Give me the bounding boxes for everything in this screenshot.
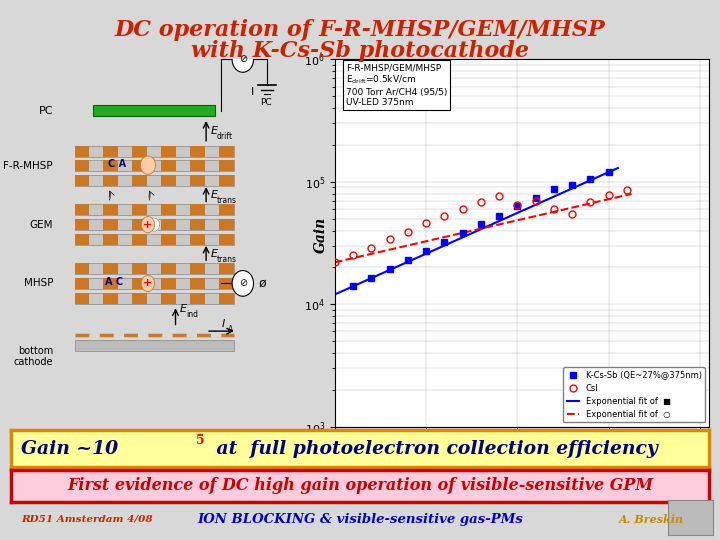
Bar [75,146,234,157]
Bar [161,278,176,289]
Text: ION BLOCKING & visible-sensitive gas-PMs: ION BLOCKING & visible-sensitive gas-PMs [197,513,523,526]
Bar [161,205,176,215]
Text: E: E [180,304,187,314]
Bar [190,205,204,215]
Text: GEM: GEM [30,220,53,229]
Bar [104,278,118,289]
Bar [190,263,204,274]
Bar [104,146,118,157]
Bar [104,263,118,274]
Bar [219,160,233,171]
Bar [190,175,204,186]
Text: at  full photoelectron collection efficiency: at full photoelectron collection efficie… [210,440,657,458]
Bar [75,175,234,186]
Bar [161,293,176,303]
Bar [75,293,234,303]
Bar [75,293,89,303]
Circle shape [148,218,160,231]
Text: A C: A C [105,276,123,287]
Text: PC: PC [39,106,53,116]
Bar [75,219,234,230]
Bar [219,219,233,230]
Text: ø: ø [258,277,266,290]
Text: PC: PC [260,98,271,107]
Text: trans: trans [217,196,237,205]
Text: +: + [143,220,153,229]
Bar [190,160,204,171]
Bar [132,146,147,157]
Bar [75,234,89,245]
Text: E: E [211,126,217,136]
Text: I: I [222,319,225,329]
Bar [190,293,204,303]
Bar [132,219,147,230]
Bar [161,160,176,171]
Text: drift: drift [217,132,233,141]
Bar [132,205,147,215]
Bar [132,278,147,289]
Bar [75,175,89,186]
Text: RD51 Amsterdam 4/08: RD51 Amsterdam 4/08 [22,515,153,524]
Bar [104,234,118,245]
Bar [75,340,234,352]
Circle shape [232,271,253,296]
Text: E: E [211,190,217,200]
Bar [75,329,234,340]
Circle shape [141,217,155,233]
Bar [161,219,176,230]
Bar [75,278,234,289]
Bar [219,146,233,157]
Circle shape [141,275,155,292]
Bar [132,175,147,186]
Bar [104,160,118,171]
Text: DC operation of F-R-MHSP/GEM/MHSP: DC operation of F-R-MHSP/GEM/MHSP [114,19,606,41]
Bar [132,293,147,303]
Bar [104,293,118,303]
Bar [190,234,204,245]
Bar [161,146,176,157]
Text: 5: 5 [196,434,204,447]
Bar [93,105,215,116]
Bar [190,278,204,289]
Text: ind: ind [186,310,198,319]
Text: F-R-MHSP/GEM/MHSP
$\mathregular{E_{drift}}$=0.5kV/cm
700 Torr Ar/CH4 (95/5)
UV-L: F-R-MHSP/GEM/MHSP $\mathregular{E_{drift… [346,63,447,107]
X-axis label: V$_{AC2}$ [V]: V$_{AC2}$ [V] [495,452,549,469]
Legend: K-Cs-Sb (QE~27%@375nm), CsI, Exponential fit of  ■, Exponential fit of  ○: K-Cs-Sb (QE~27%@375nm), CsI, Exponential… [563,367,705,422]
Text: ⊘: ⊘ [239,279,247,288]
Bar [75,146,89,157]
Bar [75,160,234,171]
Text: A. Breskin: A. Breskin [619,514,684,525]
Text: trans: trans [217,255,237,264]
Bar [219,263,233,274]
Bar [219,205,233,215]
Bar [161,234,176,245]
Text: MHSP: MHSP [24,279,53,288]
Bar [104,219,118,230]
Bar [219,175,233,186]
Text: Gain: Gain [313,217,328,253]
Bar [75,205,89,215]
Bar [75,263,89,274]
Bar [161,263,176,274]
Text: I: I [251,87,253,97]
Text: +: + [143,279,153,288]
Text: F-R-MHSP: F-R-MHSP [4,161,53,171]
Text: C A: C A [108,159,127,169]
Text: ⊘: ⊘ [239,55,247,64]
Text: A: A [228,325,233,334]
Bar [190,219,204,230]
Text: First evidence of DC high gain operation of visible-sensitive GPM: First evidence of DC high gain operation… [67,477,653,495]
Bar [75,234,234,245]
Bar [75,219,89,230]
Bar [219,234,233,245]
Text: bottom
cathode: bottom cathode [14,346,53,367]
Bar [161,175,176,186]
Bar [190,146,204,157]
Bar [132,263,147,274]
Bar [75,278,89,289]
Bar [132,160,147,171]
Bar [104,175,118,186]
Circle shape [232,46,253,72]
Text: E: E [211,249,217,259]
Text: Gain ~10: Gain ~10 [22,440,118,458]
